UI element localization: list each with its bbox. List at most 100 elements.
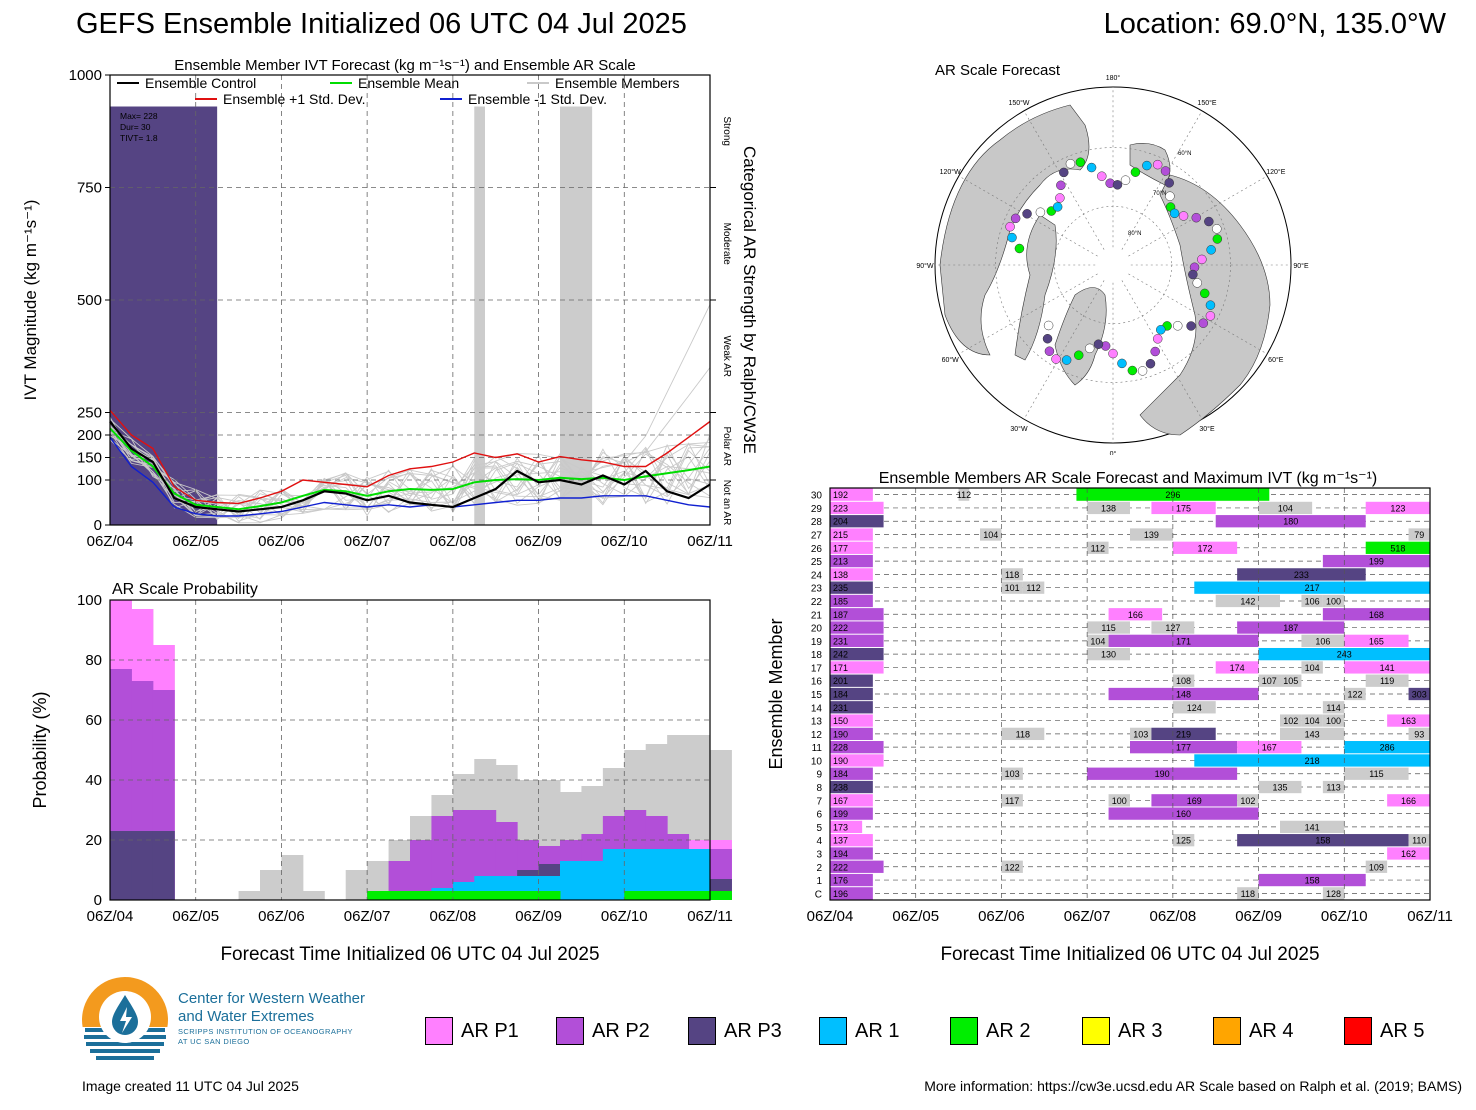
- legend-swatch: [688, 1017, 716, 1045]
- map-ar-marker: [1152, 159, 1163, 170]
- member-event-value: 219: [1176, 729, 1191, 739]
- member-x-label: Forecast Time Initialized 06 UTC 04 Jul …: [940, 944, 1319, 965]
- map-meridian: [1023, 110, 1105, 250]
- member-event-bar: [1001, 568, 1023, 581]
- member-event-value: 123: [1390, 503, 1405, 513]
- member-event-bar: [1387, 847, 1430, 860]
- member-event-value: 199: [1369, 557, 1384, 567]
- map-ar-marker: [1084, 343, 1095, 354]
- ensemble-member-line: [109, 439, 711, 523]
- member-event-bar: [830, 554, 873, 568]
- member-id-label: 25: [811, 557, 823, 568]
- member-id-label: 14: [811, 703, 823, 714]
- ivt-x-tick-label: 06Z/08: [430, 533, 477, 550]
- member-event-value: 124: [1187, 703, 1202, 713]
- series-line-ensemble-1-std-dev-: [109, 436, 711, 517]
- member-event-bar: [1280, 714, 1302, 727]
- member-event-bar: [1322, 780, 1345, 794]
- member-event-value: 112: [957, 490, 971, 500]
- map-ar-marker: [1075, 157, 1086, 167]
- prob-y-tick-label: 100: [77, 592, 102, 609]
- member-id-label: 5: [816, 823, 822, 834]
- member-id-label: 28: [811, 517, 823, 528]
- ivt-y-tick-label: 150: [77, 450, 102, 467]
- category-label: Weak AR: [721, 336, 732, 378]
- logo-subtext: SCRIPPS INSTITUTION OF OCEANOGRAPHY AT U…: [178, 1027, 353, 1047]
- member-event-value: 303: [1412, 690, 1427, 700]
- member-event-bar: [1237, 568, 1366, 581]
- legend-item: AR 5: [1344, 1016, 1424, 1046]
- member-event-value: 233: [1294, 570, 1309, 580]
- prob-y-label: Probability (%): [30, 691, 50, 808]
- member-event-value: 213: [833, 557, 848, 567]
- member-event-bar: [830, 873, 873, 887]
- member-event-value: 130: [1101, 650, 1116, 660]
- member-event-value: 177: [1176, 743, 1191, 753]
- member-x-tick-label: 06Z/06: [978, 908, 1025, 925]
- member-table-chart: Ensemble Members AR Scale Forecast and M…: [766, 470, 1453, 965]
- map-ar-marker: [1156, 325, 1166, 335]
- prob-bar-ar-1: [602, 849, 625, 900]
- member-event-value: 112: [1091, 543, 1105, 553]
- member-event-bar: [1408, 528, 1430, 541]
- member-event-value: 103: [1005, 769, 1020, 779]
- member-event-bar: [1344, 661, 1430, 674]
- member-event-value: 93: [1414, 729, 1424, 739]
- member-id-label: 30: [811, 491, 823, 502]
- prob-y-tick-label: 20: [85, 832, 102, 849]
- ivt-x-tick-label: 06Z/05: [172, 533, 219, 550]
- map-ar-marker: [1127, 365, 1138, 376]
- member-event-bar: [1194, 754, 1430, 767]
- series-line-ensemble-control: [109, 420, 711, 513]
- map-ar-marker: [1192, 278, 1202, 288]
- main-title: GEFS Ensemble Initialized 06 UTC 04 Jul …: [76, 8, 687, 40]
- prob-bar-ensemble-members: [367, 861, 390, 900]
- member-id-label: 15: [811, 690, 823, 701]
- member-event-bar: [1172, 701, 1216, 714]
- map-ar-marker: [1169, 208, 1180, 219]
- legend-label: Ensemble Mean: [358, 75, 459, 91]
- legend-label: AR P3: [724, 1019, 782, 1042]
- member-event-bar: [1001, 767, 1023, 780]
- map-land: [1014, 214, 1057, 361]
- member-event-bar: [1087, 621, 1130, 634]
- member-event-bar: [1408, 834, 1430, 847]
- map-ar-marker: [1007, 232, 1017, 243]
- member-event-bar: [830, 807, 873, 820]
- member-event-value: 110: [1412, 836, 1426, 846]
- legend-item: AR 1: [819, 1016, 899, 1046]
- member-event-bar: [1258, 501, 1313, 515]
- member-event-value: 148: [1176, 690, 1191, 700]
- member-x-tick-label: 06Z/11: [1407, 908, 1453, 925]
- member-event-value: 158: [1305, 876, 1320, 886]
- map-lon-label: 120°E: [1266, 168, 1285, 176]
- member-event-value: 122: [1347, 690, 1362, 700]
- member-event-value: 100: [1326, 716, 1341, 726]
- member-event-bar: [1215, 661, 1259, 674]
- member-event-bar: [1365, 541, 1430, 554]
- member-event-bar: [1001, 794, 1023, 807]
- member-event-value: 141: [1380, 663, 1395, 673]
- member-event-bar: [1322, 594, 1345, 608]
- member-event-value: 112: [1026, 583, 1040, 593]
- map-ar-marker: [1212, 224, 1222, 234]
- member-event-value: 196: [833, 889, 848, 899]
- member-id-label: 23: [811, 584, 823, 595]
- member-event-value: 139: [1144, 530, 1159, 540]
- member-event-bar: [1237, 794, 1259, 807]
- legend-label: Ensemble Control: [145, 75, 256, 91]
- ivt-y-tick-label: 100: [77, 472, 102, 489]
- map-ar-marker: [1198, 318, 1209, 328]
- prob-bar-ar-1: [688, 849, 711, 900]
- member-id-label: 19: [811, 637, 823, 648]
- member-event-value: 142: [1240, 596, 1255, 606]
- member-event-value: 115: [1369, 769, 1383, 779]
- member-event-bar: [1194, 581, 1430, 594]
- more-info-text: More information: https://cw3e.ucsd.edu …: [924, 1078, 1462, 1094]
- member-event-bar: [830, 634, 884, 647]
- member-event-bar: [1344, 687, 1366, 701]
- ensemble-member-line: [109, 438, 711, 522]
- legend-label: AR 3: [1118, 1019, 1163, 1042]
- member-event-value: 228: [833, 743, 848, 753]
- legend-swatch: [425, 1017, 453, 1045]
